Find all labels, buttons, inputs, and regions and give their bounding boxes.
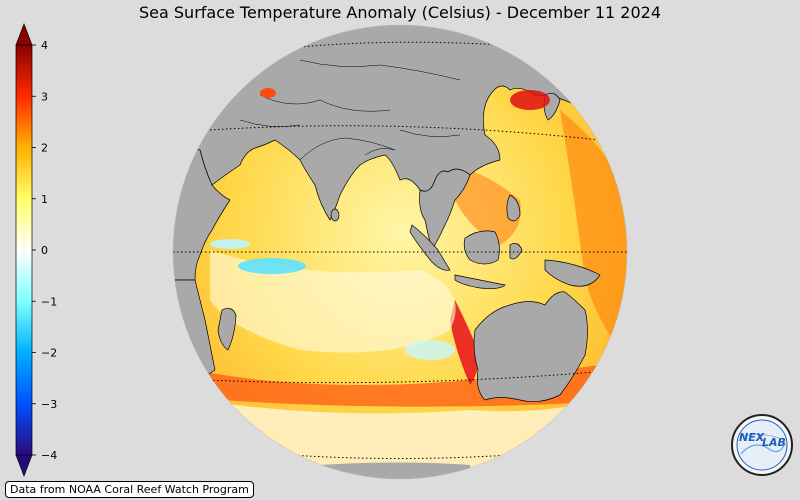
land-sri-lanka — [330, 208, 340, 222]
globe-outline — [172, 24, 628, 480]
land-asia — [173, 25, 627, 221]
warm-anomaly-black-sea — [260, 88, 276, 98]
land-philippines — [506, 194, 521, 222]
colorbar-tick-label: 0 — [41, 244, 48, 257]
colorbar-tick-label: 3 — [41, 90, 48, 103]
graticule — [173, 41, 627, 459]
colorbar-tick-label: −2 — [41, 347, 57, 360]
warm-anomaly-australia-west — [450, 300, 480, 385]
land-madagascar — [217, 308, 237, 351]
colorbar-tick-label: −3 — [41, 398, 57, 411]
land-indochina — [419, 168, 471, 251]
colorbar-tick-label: 1 — [41, 193, 48, 206]
country-borders — [239, 59, 461, 161]
cool-anomaly-patch-south — [405, 340, 455, 360]
warm-anomaly-sea-china — [455, 165, 521, 245]
map-title: Sea Surface Temperature Anomaly (Celsius… — [139, 3, 661, 22]
cool-anomaly-patch — [238, 258, 306, 274]
neutral-anomaly-central — [210, 250, 456, 353]
land-australia — [473, 291, 588, 402]
cool-anomaly-patch-small — [210, 239, 250, 249]
colorbar-tick-label: −1 — [41, 295, 57, 308]
land-java — [454, 274, 506, 289]
land-new-guinea — [544, 259, 601, 287]
land-sumatra — [409, 224, 451, 271]
land-sulawesi — [509, 243, 523, 260]
colorbar: 4 3 2 1 0 −1 −2 −3 −4 — [15, 23, 57, 477]
data-credit: Data from NOAA Coral Reef Watch Program — [5, 481, 254, 498]
colorbar-tick-label: −4 — [41, 449, 57, 462]
colorbar-tick-label: 4 — [41, 39, 48, 52]
colorbar-extend-bottom — [15, 454, 33, 477]
warm-anomaly-north-pacific — [510, 90, 550, 110]
nexlab-logo: NEX LAB — [729, 414, 795, 476]
logo-text-lab: LAB — [762, 436, 786, 449]
logo-text-nex: NEX — [739, 431, 765, 444]
colorbar-tick-label: 2 — [41, 142, 48, 155]
land-borneo — [463, 230, 500, 265]
land-antarctica — [320, 462, 470, 479]
